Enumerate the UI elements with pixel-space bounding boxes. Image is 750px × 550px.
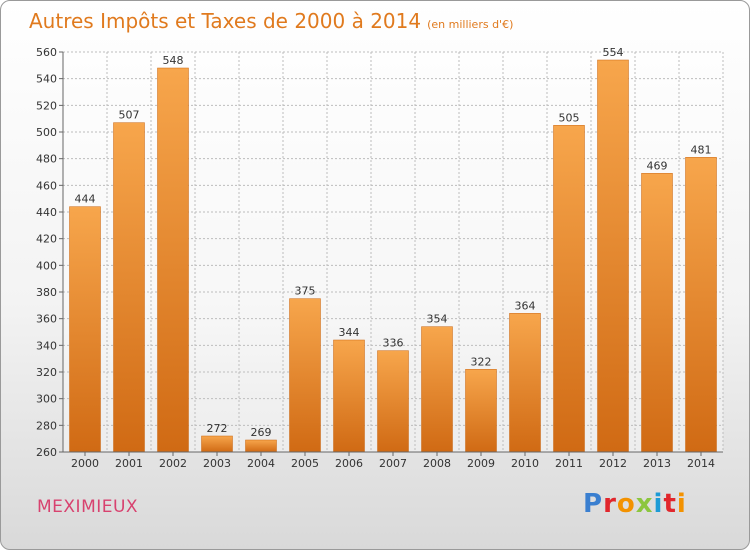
bar [685,157,717,453]
logo-letter: o [616,489,636,519]
x-tick-label: 2012 [599,457,627,470]
bar [641,173,673,453]
bar-value-label: 548 [163,54,184,67]
y-tick-label: 260 [36,446,57,459]
bar [377,350,409,453]
bar-value-label: 269 [251,426,272,439]
bar-value-label: 272 [207,422,228,435]
chart-title: Autres Impôts et Taxes de 2000 à 2014 (en… [29,9,514,33]
y-tick-label: 500 [36,126,57,139]
y-tick-label: 380 [36,286,57,299]
bar [509,313,541,453]
x-tick-label: 2001 [115,457,143,470]
x-tick-label: 2013 [643,457,671,470]
bar-value-label: 554 [603,46,624,59]
y-tick-label: 480 [36,153,57,166]
x-tick-label: 2006 [335,457,363,470]
logo-letter: r [603,489,617,519]
x-tick-label: 2005 [291,457,319,470]
x-tick-label: 2014 [687,457,715,470]
y-tick-label: 340 [36,339,57,352]
bar [69,206,101,453]
y-tick-label: 440 [36,206,57,219]
chart-unit: (en milliers d'€) [427,18,514,31]
y-tick-label: 280 [36,419,57,432]
y-tick-label: 460 [36,179,57,192]
bar-value-label: 505 [559,111,580,124]
bar [465,369,497,453]
proxiti-logo[interactable]: Proxiti [583,489,687,519]
bar-value-label: 336 [383,337,404,350]
y-tick-label: 540 [36,73,57,86]
logo-letter: P [583,489,604,519]
y-tick-label: 520 [36,99,57,112]
logo-letter: i [653,489,664,519]
x-tick-label: 2004 [247,457,275,470]
y-tick-label: 400 [36,259,57,272]
bar-value-label: 481 [691,143,712,156]
bar-value-label: 375 [295,285,316,298]
y-tick-label: 560 [36,46,57,59]
y-tick-label: 320 [36,366,57,379]
bar-value-label: 364 [515,299,536,312]
logo-letter: i [676,489,687,519]
x-tick-label: 2002 [159,457,187,470]
bar-value-label: 444 [75,193,96,206]
x-tick-label: 2011 [555,457,583,470]
bar [245,439,277,453]
bar [553,125,585,453]
bar-value-label: 469 [647,159,668,172]
x-tick-label: 2010 [511,457,539,470]
x-tick-label: 2008 [423,457,451,470]
logo-letter: x [635,489,654,519]
bar [421,326,453,453]
bar-value-label: 344 [339,326,360,339]
bar [333,339,365,453]
logo-letter: t [663,489,677,519]
x-tick-label: 2007 [379,457,407,470]
y-tick-label: 300 [36,393,57,406]
commune-name: MEXIMIEUX [37,497,139,517]
bar [597,59,629,453]
bar [289,298,321,453]
bar-value-label: 354 [427,313,448,326]
bar [157,67,189,453]
x-tick-label: 2003 [203,457,231,470]
y-tick-label: 360 [36,313,57,326]
bar [113,122,145,453]
x-tick-label: 2000 [71,457,99,470]
y-tick-label: 420 [36,233,57,246]
x-tick-label: 2009 [467,457,495,470]
bar [201,435,233,453]
bar-value-label: 507 [119,109,140,122]
bar-value-label: 322 [471,355,492,368]
